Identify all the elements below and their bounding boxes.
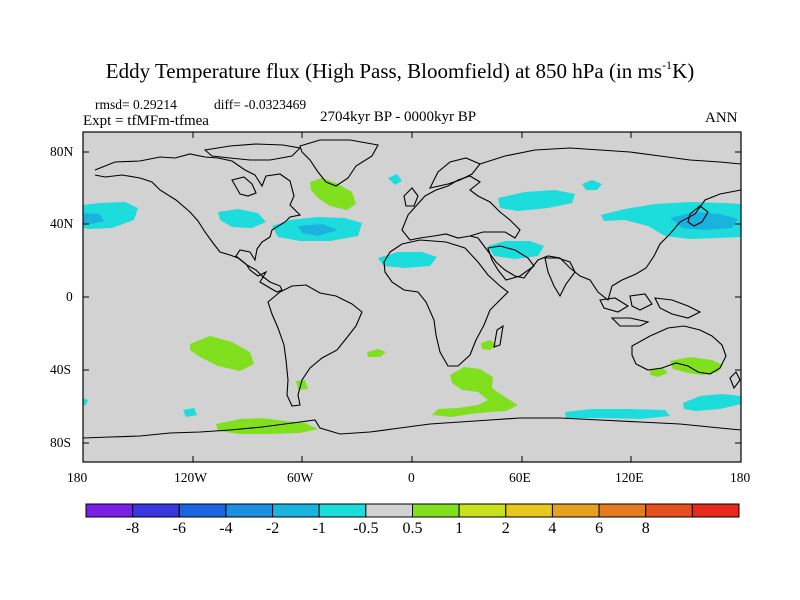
colorbar-box-13 <box>691 503 740 518</box>
hudson-bay-coast <box>231 176 257 197</box>
asia-coast <box>469 147 741 301</box>
indian-south-positive-region <box>650 368 668 377</box>
drake-positive-region <box>296 380 308 390</box>
colorbar <box>85 503 740 518</box>
antarctica-coast <box>83 417 741 439</box>
lat-label-80s: 80S <box>50 435 72 450</box>
experiment-label: Expt = tfMFm-tfmea <box>83 113 209 129</box>
lon-label-120e: 120E <box>615 470 644 485</box>
colorbar-box-5 <box>318 503 367 518</box>
europe-coast <box>401 175 521 241</box>
colorbar-label-6: 0.5 <box>402 520 423 537</box>
madagascar-coast <box>493 324 504 348</box>
siberia-negative-region <box>582 180 602 190</box>
uk-coast <box>403 187 419 207</box>
southeast-asia-islands-coast <box>599 293 702 327</box>
lon-label-120w: 120W <box>174 470 207 485</box>
north-america-negative-region <box>218 209 266 228</box>
colorbar-box-10 <box>551 503 600 518</box>
colorbar-box-11 <box>598 503 647 518</box>
lon-label-60w: 60W <box>287 470 314 485</box>
colorbar-label-8: 2 <box>501 520 510 537</box>
north-europe-negative-region <box>388 174 402 185</box>
central-asia-negative-region <box>498 190 575 211</box>
colorbar-label-7: 1 <box>455 520 464 537</box>
anomaly-regions <box>83 174 741 434</box>
axis-ticks <box>82 132 742 462</box>
lon-label-0: 0 <box>408 470 415 485</box>
colorbar-box-9 <box>505 503 553 518</box>
diff-label: diff= -0.0323469 <box>214 97 307 112</box>
north-atlantic-core <box>298 224 338 236</box>
arabia-coast <box>487 245 535 281</box>
season-label: ANN <box>705 110 738 126</box>
indian-ocean-negative-region <box>565 409 670 419</box>
colorbar-label-9: 4 <box>548 520 557 537</box>
colorbar-label-3: -2 <box>265 520 280 537</box>
colorbar-box-7 <box>412 503 460 518</box>
period-label: 2704kyr BP - 0000kyr BP <box>320 109 477 125</box>
lat-label-40n: 40N <box>50 216 74 231</box>
india-coast <box>544 257 576 298</box>
colorbar-box-0 <box>85 503 134 518</box>
colorbar-box-6 <box>365 503 414 518</box>
central-atlantic-south-positive-region <box>367 349 386 357</box>
africa-coast <box>383 239 509 367</box>
south-australia-positive-region <box>670 357 723 375</box>
plot-title: Eddy Temperature flux (High Pass, Bloomf… <box>105 58 695 83</box>
north-america-coast <box>94 153 302 293</box>
australia-coast <box>631 325 727 375</box>
japan-coast <box>687 205 709 227</box>
greenland-coast <box>299 139 379 187</box>
colorbar-label-11: 8 <box>641 520 650 537</box>
south-pacific-negative-region <box>683 394 741 411</box>
lon-label-180w: 180 <box>67 470 88 485</box>
coastlines <box>83 139 741 439</box>
arctic-islands-coast <box>203 143 302 161</box>
colorbar-box-8 <box>458 503 507 518</box>
labrador-positive-region <box>310 178 356 210</box>
south-pacific-east-negative-region <box>83 398 88 405</box>
lat-label-80n: 80N <box>50 144 74 159</box>
colorbar-box-4 <box>272 503 320 518</box>
colorbar-box-2 <box>178 503 227 518</box>
colorbar-box-1 <box>132 503 180 518</box>
colorbar-box-12 <box>645 503 693 518</box>
mozambique-positive-region <box>481 340 497 350</box>
colorbar-label-4: -1 <box>312 520 326 537</box>
south-africa-positive-region <box>432 367 518 417</box>
lat-label-0: 0 <box>66 289 73 304</box>
map-background <box>83 132 741 462</box>
colorbar-label-5: -0.5 <box>353 520 379 537</box>
north-pacific-west-core <box>670 212 738 230</box>
colorbar-label-0: -8 <box>125 520 140 537</box>
north-pacific-east-core <box>83 213 104 224</box>
south-atlantic-negative-region <box>183 408 197 417</box>
colorbar-label-2: -4 <box>219 520 233 537</box>
colorbar-box-3 <box>225 503 274 518</box>
south-america-coast <box>267 284 363 407</box>
colorbar-label-1: -6 <box>172 520 186 537</box>
southeast-pacific-positive-region <box>190 336 254 371</box>
lon-label-60e: 60E <box>509 470 531 485</box>
rmsd-label: rmsd= 0.29214 <box>95 97 177 112</box>
lon-label-180e: 180 <box>730 470 751 485</box>
north-africa-negative-region <box>378 252 437 268</box>
lat-label-40s: 40S <box>50 362 72 377</box>
colorbar-label-10: 6 <box>595 520 604 537</box>
new-zealand-coast <box>729 371 741 390</box>
